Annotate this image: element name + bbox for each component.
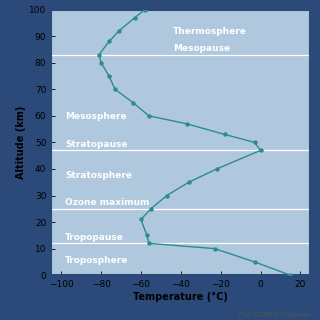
Point bbox=[214, 166, 219, 172]
Text: Ozone maximum: Ozone maximum bbox=[65, 198, 149, 207]
Point bbox=[97, 52, 102, 57]
Point bbox=[132, 15, 138, 20]
Point bbox=[212, 246, 217, 251]
Point bbox=[164, 193, 169, 198]
Point bbox=[252, 140, 257, 145]
Point bbox=[138, 217, 143, 222]
Text: Mesosphere: Mesosphere bbox=[65, 112, 127, 121]
Point bbox=[144, 233, 149, 238]
Point bbox=[288, 273, 293, 278]
Y-axis label: Altitude (km): Altitude (km) bbox=[16, 106, 26, 179]
Text: Tropopause: Tropopause bbox=[65, 233, 124, 242]
Point bbox=[142, 7, 148, 12]
Point bbox=[99, 60, 104, 65]
Point bbox=[222, 132, 227, 137]
Point bbox=[116, 28, 122, 33]
Point bbox=[148, 206, 154, 212]
Point bbox=[130, 100, 135, 105]
Point bbox=[107, 73, 112, 78]
Point bbox=[112, 87, 117, 92]
Point bbox=[107, 39, 112, 44]
Point bbox=[258, 148, 263, 153]
Text: Stratosphere: Stratosphere bbox=[65, 171, 132, 180]
Point bbox=[186, 180, 191, 185]
Text: The COMET Program: The COMET Program bbox=[238, 312, 310, 318]
Point bbox=[252, 259, 257, 264]
X-axis label: Temperature (°C): Temperature (°C) bbox=[133, 292, 228, 302]
Point bbox=[146, 113, 151, 118]
Text: Mesopause: Mesopause bbox=[173, 44, 230, 53]
Point bbox=[184, 121, 189, 126]
Text: Thermosphere: Thermosphere bbox=[173, 27, 247, 36]
Text: Stratopause: Stratopause bbox=[65, 140, 128, 149]
Point bbox=[146, 241, 151, 246]
Text: Troposphere: Troposphere bbox=[65, 256, 129, 265]
